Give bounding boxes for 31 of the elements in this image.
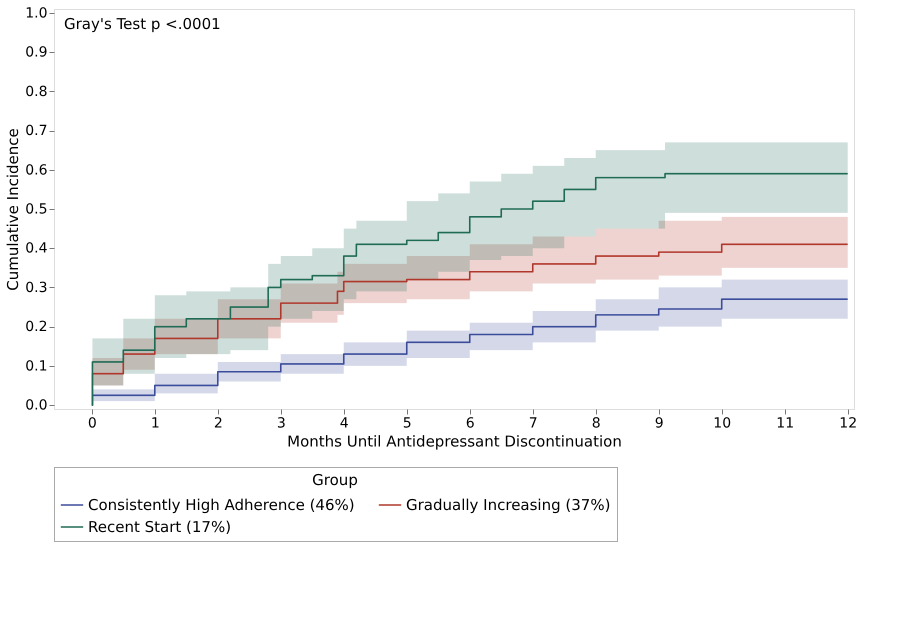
- legend-title: Group: [312, 471, 358, 489]
- x-tick-label: 4: [340, 416, 349, 432]
- x-tick-label: 12: [839, 416, 858, 432]
- y-tick-label: 0.3: [25, 280, 48, 296]
- x-tick-label: 2: [214, 416, 223, 432]
- y-tick-label: 0.0: [25, 398, 48, 414]
- x-tick-label: 7: [528, 416, 538, 432]
- y-tick-label: 0.9: [25, 44, 48, 61]
- x-tick-label: 5: [402, 416, 412, 432]
- y-tick-label: 0.7: [25, 123, 48, 140]
- x-tick-label: 1: [150, 416, 160, 432]
- x-tick-label: 10: [713, 416, 732, 432]
- x-tick-label: 11: [776, 416, 794, 432]
- y-tick-label: 0.8: [25, 84, 48, 100]
- legend-label: Recent Start (17%): [88, 518, 232, 536]
- x-tick-label: 3: [276, 416, 286, 432]
- legend-label: Gradually Increasing (37%): [406, 496, 610, 514]
- x-axis-title: Months Until Antidepressant Discontinuation: [287, 432, 622, 450]
- x-tick-label: 6: [466, 416, 475, 432]
- x-tick-label: 8: [592, 416, 601, 432]
- y-tick-label: 0.2: [25, 319, 48, 336]
- y-tick-label: 0.6: [25, 162, 48, 178]
- y-tick-label: 0.1: [25, 358, 48, 374]
- x-tick-label: 9: [654, 416, 664, 432]
- y-tick-label: 0.5: [25, 202, 48, 218]
- annotation: Gray's Test p <.0001: [64, 15, 221, 33]
- y-axis-title: Cumulative Incidence: [4, 128, 22, 291]
- legend-label: Consistently High Adherence (46%): [88, 496, 355, 514]
- y-tick-label: 0.4: [25, 240, 48, 257]
- y-tick-label: 1.0: [25, 5, 48, 22]
- x-tick-label: 0: [88, 416, 97, 432]
